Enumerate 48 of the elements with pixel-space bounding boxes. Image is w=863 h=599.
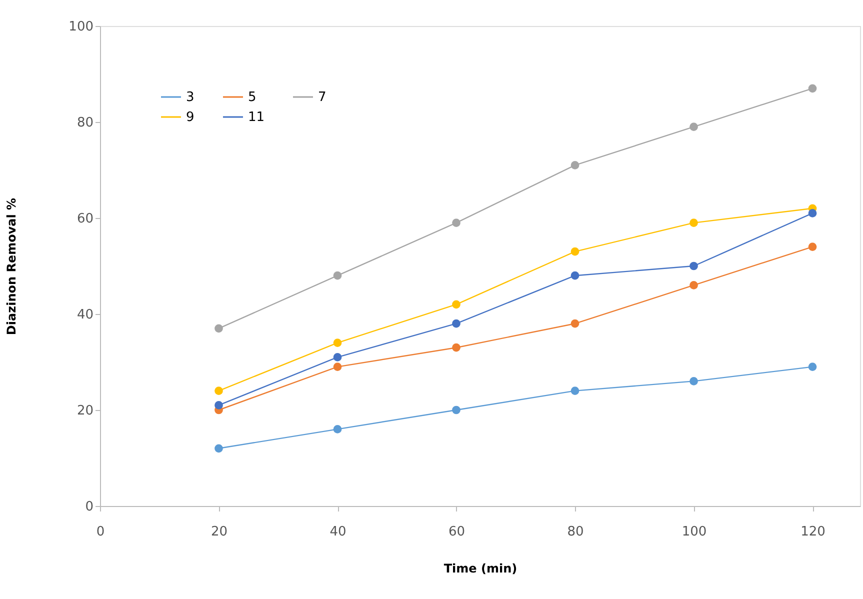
point — [570, 319, 580, 328]
point — [214, 386, 223, 395]
y-axis-title: Diazinon Removal % — [4, 198, 19, 336]
x-tick-label: 60 — [448, 524, 466, 540]
point — [452, 218, 460, 227]
point — [333, 271, 342, 280]
point — [690, 281, 698, 290]
point — [570, 271, 580, 280]
x-tick-label: 0 — [96, 524, 105, 540]
point — [690, 262, 698, 270]
point — [452, 300, 460, 309]
point — [808, 209, 817, 218]
x-tick-label: 100 — [682, 524, 707, 540]
point — [808, 84, 817, 93]
point — [333, 353, 342, 362]
y-tick-label: 0 — [85, 500, 94, 514]
legend-label: 3 — [186, 90, 194, 105]
point — [690, 377, 698, 386]
point — [570, 247, 580, 256]
point — [333, 425, 342, 434]
point — [333, 338, 342, 347]
point — [214, 444, 223, 453]
legend-label: 9 — [186, 110, 194, 125]
point — [452, 319, 460, 328]
point — [452, 343, 460, 352]
y-tick-label: 40 — [76, 308, 94, 322]
x-tick-label: 40 — [330, 524, 346, 540]
legend-label: 5 — [248, 90, 256, 105]
x-tick-label: 120 — [800, 524, 826, 540]
point — [690, 218, 698, 227]
point — [570, 161, 580, 170]
point — [214, 324, 223, 333]
y-tick-label: 100 — [68, 20, 94, 34]
point — [808, 242, 817, 251]
y-tick-label: 80 — [76, 116, 94, 130]
point — [570, 386, 580, 395]
x-axis-title: Time (min) — [444, 562, 518, 576]
point — [452, 406, 460, 414]
point — [333, 362, 342, 371]
legend-label: 7 — [318, 90, 326, 105]
y-tick-label: 60 — [76, 212, 94, 226]
y-tick-label: 20 — [76, 404, 94, 418]
point — [690, 122, 698, 131]
point — [214, 401, 223, 410]
legend-label: 11 — [248, 110, 265, 125]
point — [808, 362, 817, 371]
x-tick-label: 80 — [567, 524, 584, 540]
x-tick-label: 20 — [210, 524, 228, 540]
